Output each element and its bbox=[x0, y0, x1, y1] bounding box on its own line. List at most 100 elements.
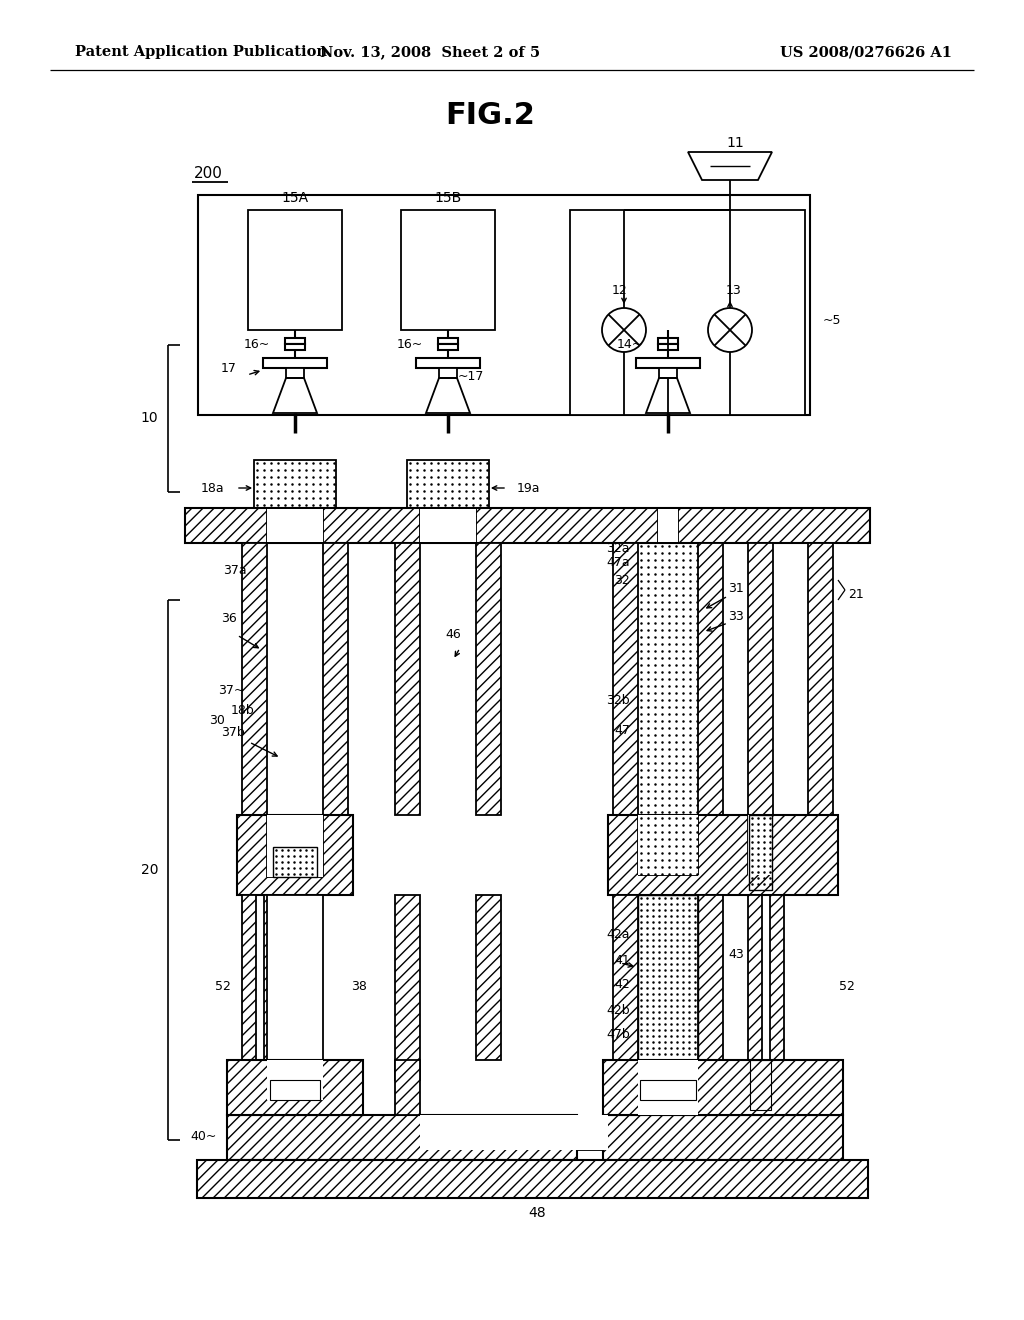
Text: 38: 38 bbox=[351, 981, 367, 994]
Bar bbox=[267, 1060, 323, 1100]
Bar bbox=[603, 1115, 843, 1160]
Bar bbox=[395, 543, 420, 814]
Bar bbox=[395, 1060, 420, 1115]
Text: 16~: 16~ bbox=[397, 338, 423, 351]
Bar bbox=[613, 543, 638, 814]
Text: 16~: 16~ bbox=[244, 338, 270, 351]
Text: 37b: 37b bbox=[221, 726, 245, 739]
Bar bbox=[264, 895, 278, 1080]
Bar bbox=[323, 543, 348, 814]
Bar bbox=[416, 358, 480, 368]
Bar bbox=[698, 895, 723, 1080]
Text: 11: 11 bbox=[726, 136, 743, 150]
Bar bbox=[808, 543, 833, 814]
Bar bbox=[439, 368, 457, 378]
Text: 42a: 42a bbox=[606, 928, 630, 941]
Text: 43: 43 bbox=[728, 949, 744, 961]
Bar bbox=[638, 895, 698, 1074]
Text: 18b: 18b bbox=[231, 704, 255, 717]
Bar bbox=[273, 847, 317, 876]
Text: ~17: ~17 bbox=[458, 370, 484, 383]
Text: Nov. 13, 2008  Sheet 2 of 5: Nov. 13, 2008 Sheet 2 of 5 bbox=[319, 45, 540, 59]
Bar bbox=[698, 543, 723, 814]
Text: 21: 21 bbox=[848, 589, 864, 602]
Bar bbox=[438, 345, 458, 350]
Text: US 2008/0276626 A1: US 2008/0276626 A1 bbox=[780, 45, 952, 59]
Text: 30: 30 bbox=[209, 714, 225, 726]
Text: 15A: 15A bbox=[282, 191, 308, 205]
Bar bbox=[401, 210, 495, 330]
Text: 47: 47 bbox=[614, 723, 630, 737]
Bar bbox=[248, 210, 342, 330]
Text: 48: 48 bbox=[528, 1206, 546, 1220]
Text: 14~: 14~ bbox=[616, 338, 643, 351]
Bar bbox=[285, 338, 305, 345]
Bar bbox=[658, 510, 678, 543]
Text: 17: 17 bbox=[221, 362, 237, 375]
Bar bbox=[267, 814, 323, 876]
Text: 19a: 19a bbox=[517, 482, 541, 495]
Bar bbox=[438, 338, 458, 345]
Bar bbox=[267, 510, 323, 543]
Bar bbox=[570, 210, 805, 414]
Bar bbox=[227, 1060, 362, 1115]
Text: 12: 12 bbox=[612, 284, 628, 297]
Text: 32: 32 bbox=[614, 573, 630, 586]
Text: 13: 13 bbox=[726, 284, 741, 297]
Text: 47a: 47a bbox=[606, 557, 630, 569]
Text: 18a: 18a bbox=[201, 482, 224, 495]
Text: 47b: 47b bbox=[606, 1028, 630, 1041]
Bar bbox=[197, 1160, 868, 1199]
Text: 200: 200 bbox=[194, 165, 222, 181]
Text: 10: 10 bbox=[140, 411, 158, 425]
Text: 32b: 32b bbox=[606, 693, 630, 706]
Bar bbox=[748, 814, 773, 875]
Bar bbox=[395, 895, 420, 1080]
Text: 36: 36 bbox=[221, 611, 237, 624]
Text: Patent Application Publication: Patent Application Publication bbox=[75, 45, 327, 59]
Bar bbox=[254, 459, 336, 508]
Bar bbox=[640, 1080, 696, 1100]
Text: 33: 33 bbox=[728, 610, 743, 623]
Bar bbox=[286, 368, 304, 378]
Bar bbox=[420, 510, 476, 543]
Bar bbox=[636, 358, 700, 368]
Text: ~5: ~5 bbox=[823, 314, 842, 326]
Bar bbox=[658, 338, 678, 345]
Text: 42b: 42b bbox=[606, 1003, 630, 1016]
Bar bbox=[263, 358, 327, 368]
Text: 32a: 32a bbox=[606, 541, 630, 554]
Text: 46: 46 bbox=[445, 628, 461, 642]
Bar bbox=[770, 895, 784, 1080]
Bar bbox=[285, 345, 305, 350]
Bar bbox=[237, 814, 353, 895]
Bar bbox=[198, 195, 810, 414]
Bar bbox=[420, 1115, 608, 1150]
Bar bbox=[603, 1060, 843, 1115]
Bar bbox=[748, 543, 773, 814]
Text: 40~: 40~ bbox=[190, 1130, 217, 1143]
Bar bbox=[749, 814, 772, 890]
Text: 37~: 37~ bbox=[218, 684, 244, 697]
Bar bbox=[658, 345, 678, 350]
Bar bbox=[608, 814, 838, 895]
Bar bbox=[270, 1080, 319, 1100]
Text: 52: 52 bbox=[839, 981, 855, 994]
Text: 19b: 19b bbox=[275, 1121, 299, 1134]
Bar bbox=[267, 895, 323, 1060]
Text: 41: 41 bbox=[614, 953, 630, 966]
Bar bbox=[750, 1060, 771, 1110]
Bar bbox=[638, 1060, 698, 1115]
Text: 42: 42 bbox=[614, 978, 630, 991]
Bar bbox=[242, 895, 256, 1080]
Bar bbox=[185, 508, 870, 543]
Bar bbox=[242, 543, 267, 814]
Bar bbox=[748, 895, 762, 1080]
Bar bbox=[407, 459, 489, 508]
Bar bbox=[476, 895, 501, 1060]
Bar bbox=[227, 1115, 577, 1160]
Text: 15B: 15B bbox=[434, 191, 462, 205]
Text: 20: 20 bbox=[140, 863, 158, 876]
Text: 37a: 37a bbox=[223, 564, 247, 577]
Bar bbox=[659, 368, 677, 378]
